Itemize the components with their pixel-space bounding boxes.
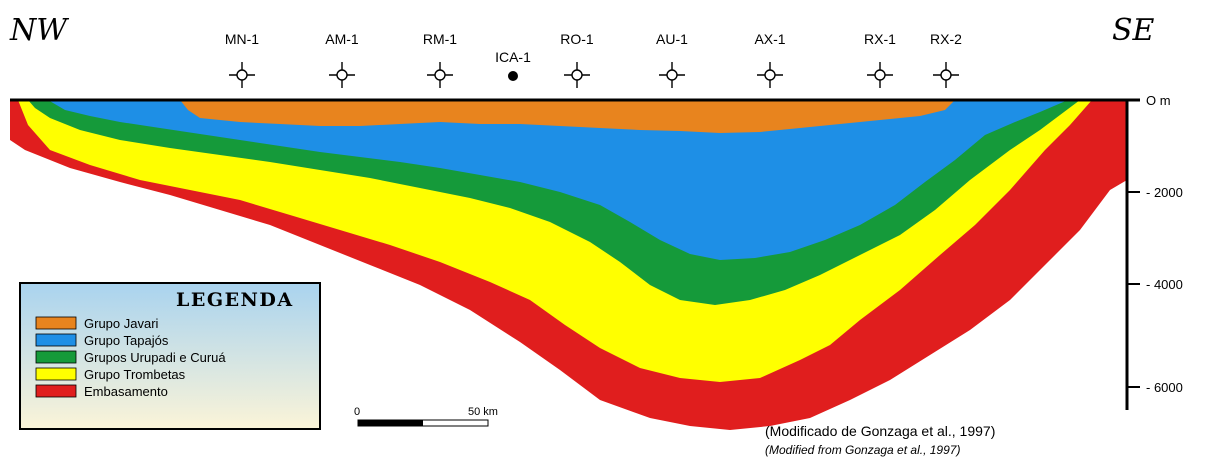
well-symbol-icon [329, 62, 355, 88]
depth-label: - 4000 [1146, 277, 1183, 292]
depth-label: - 2000 [1146, 185, 1183, 200]
legend-item: Grupo Trombetas [35, 367, 186, 382]
credit-pt: (Modificado de Gonzaga et al., 1997) [765, 423, 995, 439]
legend-swatch [35, 384, 77, 398]
well-label: RX-2 [930, 31, 962, 47]
well-ica-1: ICA-1 [495, 49, 531, 81]
well-symbol-icon [933, 62, 959, 88]
legend-swatch [35, 316, 77, 330]
layer-javari [180, 100, 955, 133]
scale-start-label: 0 [354, 406, 360, 418]
well-ax-1: AX-1 [754, 31, 786, 88]
well-symbol-icon [867, 62, 893, 88]
legend-item: Grupos Urupadi e Curuá [35, 350, 226, 365]
legend-label: Grupos Urupadi e Curuá [84, 350, 226, 365]
well-symbol-icon [659, 62, 685, 88]
legend-title: LEGENDA [176, 289, 294, 311]
legend-swatch [35, 350, 77, 364]
legend-label: Grupo Javari [84, 316, 159, 331]
well-mn-1: MN-1 [225, 31, 259, 88]
direction-label-nw: NW [9, 13, 69, 48]
well-am-1: AM-1 [325, 31, 359, 88]
credit-en: (Modified from Gonzaga et al., 1997) [765, 443, 960, 457]
well-label: RO-1 [560, 31, 594, 47]
well-label: RM-1 [423, 31, 457, 47]
well-symbol-icon [229, 62, 255, 88]
well-rm-1: RM-1 [423, 31, 457, 88]
well-label: ICA-1 [495, 49, 531, 65]
scale-bar: 0 50 km [354, 406, 498, 427]
legend-item: Embasamento [35, 384, 168, 399]
well-label: AM-1 [325, 31, 359, 47]
depth-label: O m [1146, 93, 1171, 108]
well-label: MN-1 [225, 31, 259, 47]
well-markers: MN-1 AM-1 RM-1 ICA-1 RO-1 AU-1 AX-1 RX-1 RX-2 [225, 31, 962, 88]
well-symbol-icon [757, 62, 783, 88]
legend-label: Grupo Tapajós [84, 333, 169, 348]
well-au-1: AU-1 [656, 31, 688, 88]
depth-label: - 6000 [1146, 380, 1183, 395]
legend-item: Grupo Javari [35, 316, 159, 331]
legend-item: Grupo Tapajós [35, 333, 169, 348]
well-label: AX-1 [754, 31, 785, 47]
legend: LEGENDA Grupo Javari Grupo Tapajós Grupos … [19, 282, 321, 430]
well-label: AU-1 [656, 31, 688, 47]
well-rx-2: RX-2 [930, 31, 962, 88]
legend-label: Embasamento [84, 384, 168, 399]
direction-label-se: SE [1112, 13, 1155, 48]
legend-swatch [35, 333, 77, 347]
layer-tapajos [48, 100, 1068, 260]
well-ro-1: RO-1 [560, 31, 594, 88]
well-symbol-icon [564, 62, 590, 88]
well-dot-icon [508, 71, 518, 81]
legend-label: Grupo Trombetas [84, 367, 186, 382]
well-symbol-icon [427, 62, 453, 88]
scale-end-label: 50 km [468, 406, 498, 418]
legend-swatch [35, 367, 77, 381]
well-label: RX-1 [864, 31, 896, 47]
well-rx-1: RX-1 [864, 31, 896, 88]
